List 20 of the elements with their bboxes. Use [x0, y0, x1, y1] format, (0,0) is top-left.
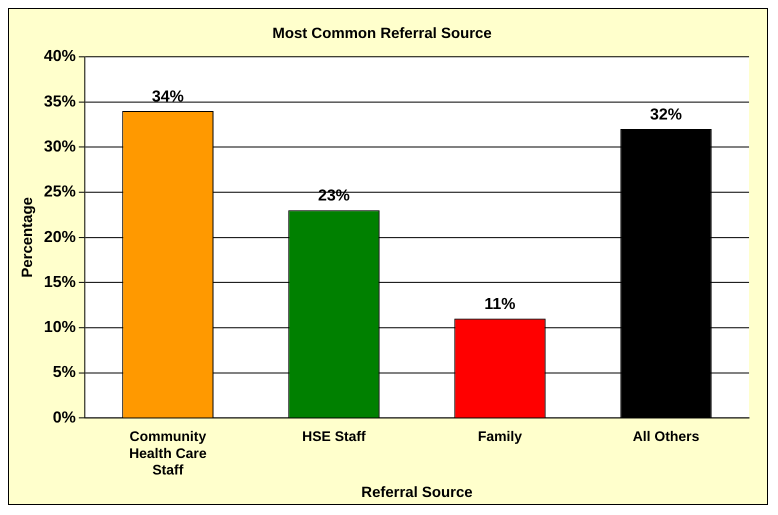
y-tick-label: 10%: [44, 319, 76, 336]
y-tick-label: 5%: [52, 364, 76, 382]
data-label: 11%: [484, 296, 516, 314]
chart-title: Most Common Referral Source: [272, 25, 492, 42]
x-tick-label: Community Health Care Staff: [129, 428, 207, 478]
x-axis-title: Referral Source: [361, 484, 473, 502]
y-tick-label: 30%: [44, 138, 76, 156]
data-label: 32%: [650, 106, 682, 124]
y-tick-label: 0%: [52, 409, 76, 426]
x-tick-label: HSE Staff: [302, 428, 366, 444]
y-tick-label: 25%: [44, 184, 76, 201]
x-tick-label: All Others: [632, 428, 700, 444]
data-label: 34%: [152, 88, 184, 106]
y-axis-title: Percentage: [19, 197, 36, 278]
y-tick-label: 35%: [44, 93, 76, 110]
data-label: 23%: [318, 188, 350, 205]
x-tick-label: Family: [478, 428, 522, 444]
y-tick-label: 15%: [44, 274, 76, 291]
y-tick-label: 40%: [44, 48, 76, 66]
y-tick-label: 20%: [44, 228, 76, 246]
